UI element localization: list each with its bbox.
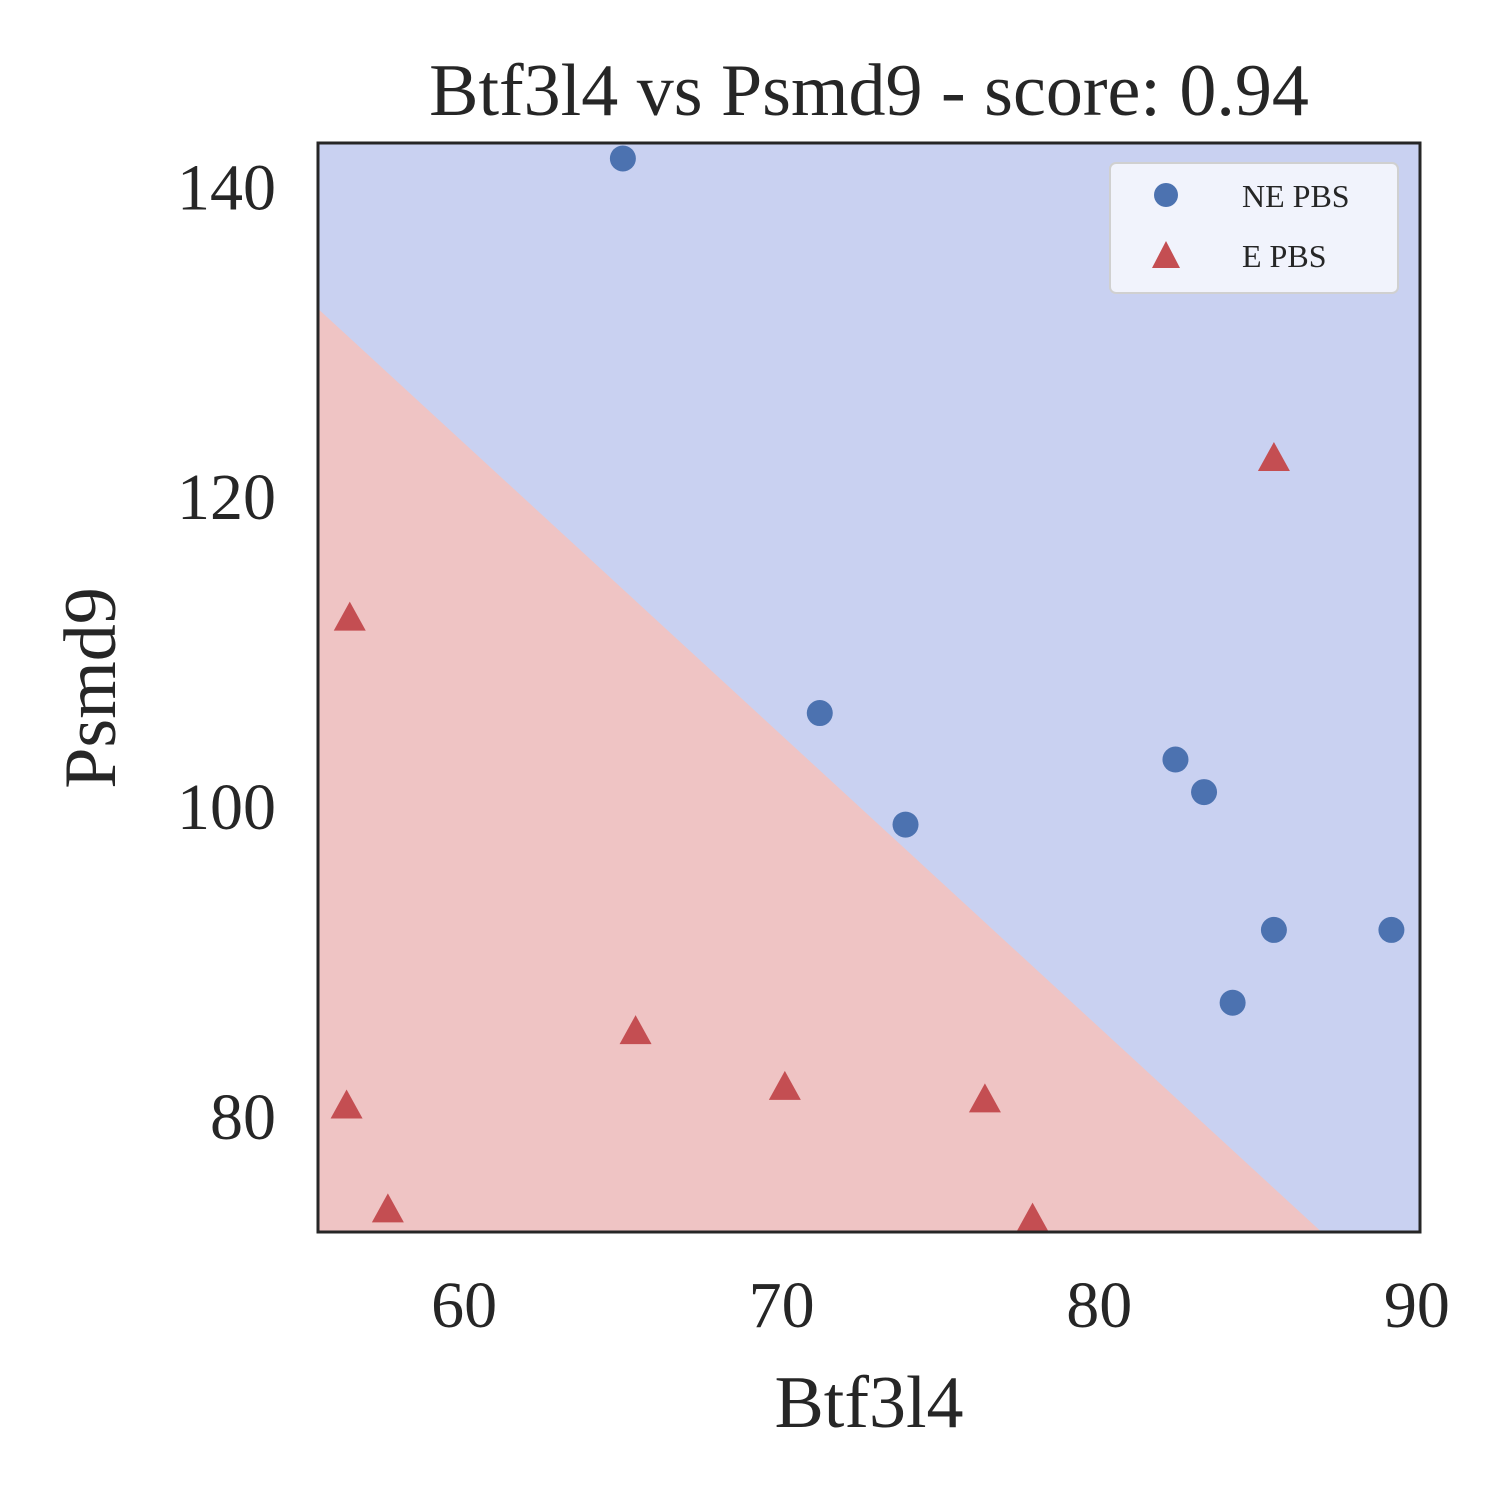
ne-pbs-point [1191,779,1218,806]
legend-ne-pbs-label: NE PBS [1242,178,1350,214]
plot-area [318,143,1420,1232]
y-tick-label: 100 [177,771,276,844]
legend-e-pbs-marker [1152,241,1180,268]
e-pbs-point [333,601,366,631]
y-tick-labels: 80 100 120 140 [177,151,276,1153]
y-axis-label: Psmd9 [50,587,132,789]
x-tick-labels: 60 70 80 90 [431,1269,1450,1342]
e-pbs-point [1257,442,1290,472]
chart-title: Btf3l4 vs Psmd9 - score: 0.94 [429,50,1309,132]
ne-pbs-point [1260,916,1287,943]
x-axis-label: Btf3l4 [774,1362,963,1444]
y-tick-label: 80 [210,1081,276,1154]
legend: NE PBS E PBS [1109,162,1399,294]
e-pbs-region [318,308,1322,1232]
ne-pbs-point [1378,916,1405,943]
legend-box [1109,162,1399,294]
legend-ne-pbs-marker [1154,183,1178,207]
x-tick-label: 80 [1066,1269,1132,1342]
e-pbs-point [330,1089,363,1119]
y-tick-label: 120 [177,461,276,534]
e-pbs-point [768,1070,801,1100]
x-tick-label: 90 [1384,1269,1450,1342]
ne-pbs-point [609,145,636,172]
e-pbs-point [968,1083,1001,1113]
x-tick-label: 70 [749,1269,815,1342]
e-pbs-point [619,1015,652,1045]
ne-pbs-point [1162,746,1189,773]
x-tick-label: 60 [431,1269,497,1342]
ne-pbs-point [892,811,919,838]
e-pbs-point [1016,1202,1049,1232]
ne-pbs-point [1219,989,1246,1016]
markers-layer [330,145,1405,1232]
legend-e-pbs-label: E PBS [1242,238,1326,274]
y-tick-label: 140 [177,151,276,224]
ne-pbs-point [806,700,833,727]
e-pbs-point [371,1193,404,1223]
axes-frame [316,141,1422,1234]
